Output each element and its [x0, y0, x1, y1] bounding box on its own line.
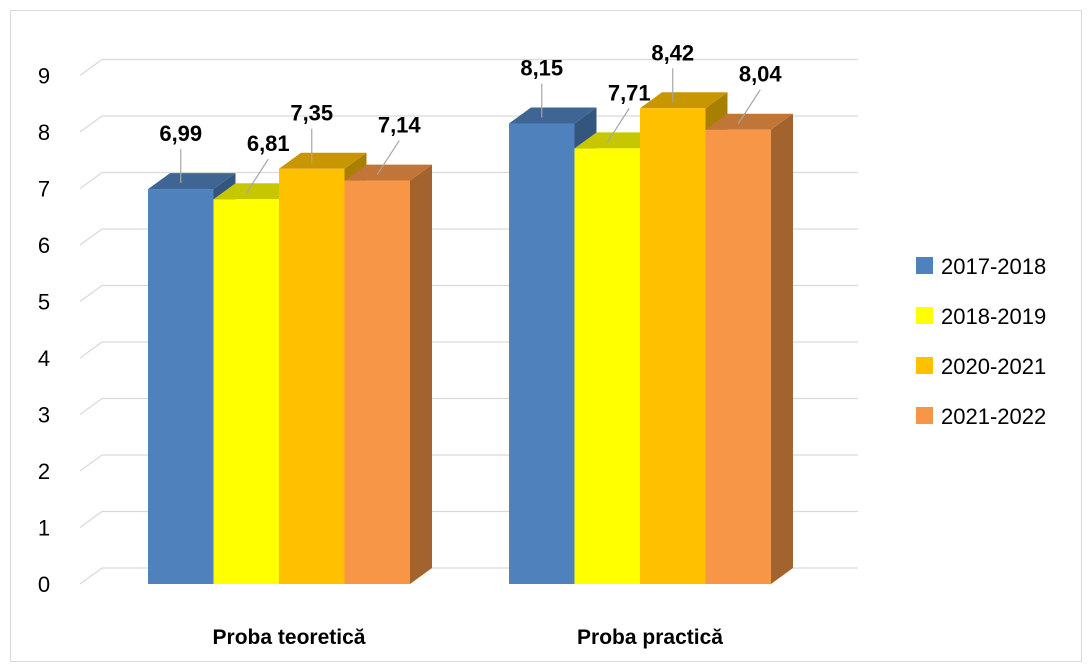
data-label: 8,04 — [739, 62, 783, 87]
gridline-diagonal — [79, 567, 103, 585]
y-tick-label: 5 — [38, 290, 50, 315]
data-label: 6,81 — [247, 131, 290, 156]
bar-side — [771, 113, 793, 585]
legend-swatch — [916, 407, 933, 424]
bar-top — [344, 164, 432, 181]
y-tick-label: 8 — [38, 120, 50, 145]
label-leaders — [180, 68, 761, 194]
bar — [279, 168, 345, 584]
gridline-diagonal — [79, 341, 103, 359]
bar-top — [509, 107, 597, 124]
y-tick-label: 1 — [38, 516, 50, 541]
y-axis-ticks: 0 1 2 3 4 5 6 7 8 9 — [38, 64, 50, 598]
label-leader — [606, 108, 630, 143]
bar — [509, 123, 575, 585]
bar-top — [148, 173, 236, 190]
bar — [148, 189, 214, 584]
data-label: 7,71 — [608, 80, 651, 105]
data-label: 6,99 — [159, 121, 202, 146]
label-leader — [245, 158, 269, 194]
legend-swatch — [916, 257, 933, 274]
bar-top — [705, 113, 793, 130]
data-label: 7,14 — [378, 113, 422, 138]
y-tick-label: 3 — [38, 403, 50, 428]
data-label: 8,42 — [651, 40, 694, 65]
chart-frame — [10, 10, 1082, 662]
gridline-diagonal — [79, 172, 103, 189]
bar-top — [640, 92, 728, 109]
bar — [574, 148, 640, 584]
bars — [148, 92, 793, 585]
label-leader — [737, 89, 761, 125]
data-labels: 6,99 6,817,35 7,14 8,15 7,718,42 8,04 — [159, 40, 782, 156]
category-label: Proba teoretică — [213, 626, 366, 649]
bar-top — [279, 152, 367, 169]
y-tick-label: 4 — [38, 346, 50, 371]
gridline-diagonal — [79, 285, 103, 302]
gridline-diagonal — [79, 398, 103, 415]
y-tick-label: 2 — [38, 459, 50, 484]
category-label: Proba practică — [577, 626, 723, 649]
data-label: 7,35 — [290, 101, 333, 126]
bar — [640, 108, 706, 585]
legend-label: 2017-2018 — [941, 254, 1046, 279]
bar — [705, 129, 771, 585]
y-tick-label: 7 — [38, 177, 50, 202]
bar-side — [410, 164, 432, 584]
gridline-diagonal — [79, 511, 103, 528]
gridline-diagonal — [79, 115, 103, 133]
y-tick-label: 9 — [38, 64, 50, 89]
gridline-diagonal — [79, 454, 103, 472]
legend-swatch — [916, 357, 933, 374]
label-leader — [376, 140, 400, 175]
data-label: 8,15 — [520, 56, 563, 81]
bar — [344, 180, 410, 584]
y-tick-label: 6 — [38, 233, 50, 258]
y-tick-label: 0 — [38, 572, 50, 597]
gridline-diagonal — [79, 59, 103, 76]
legend-swatch — [916, 307, 933, 324]
category-labels: Proba teoretică Proba practică — [213, 626, 724, 649]
legend-label: 2021-2022 — [941, 404, 1046, 429]
legend-label: 2020-2021 — [941, 354, 1046, 379]
legend: 2017-2018 2018-2019 2020-2021 2021-2022 — [916, 254, 1046, 429]
legend-label: 2018-2019 — [941, 304, 1046, 329]
gridline-diagonal — [79, 228, 103, 246]
bar — [213, 199, 279, 585]
